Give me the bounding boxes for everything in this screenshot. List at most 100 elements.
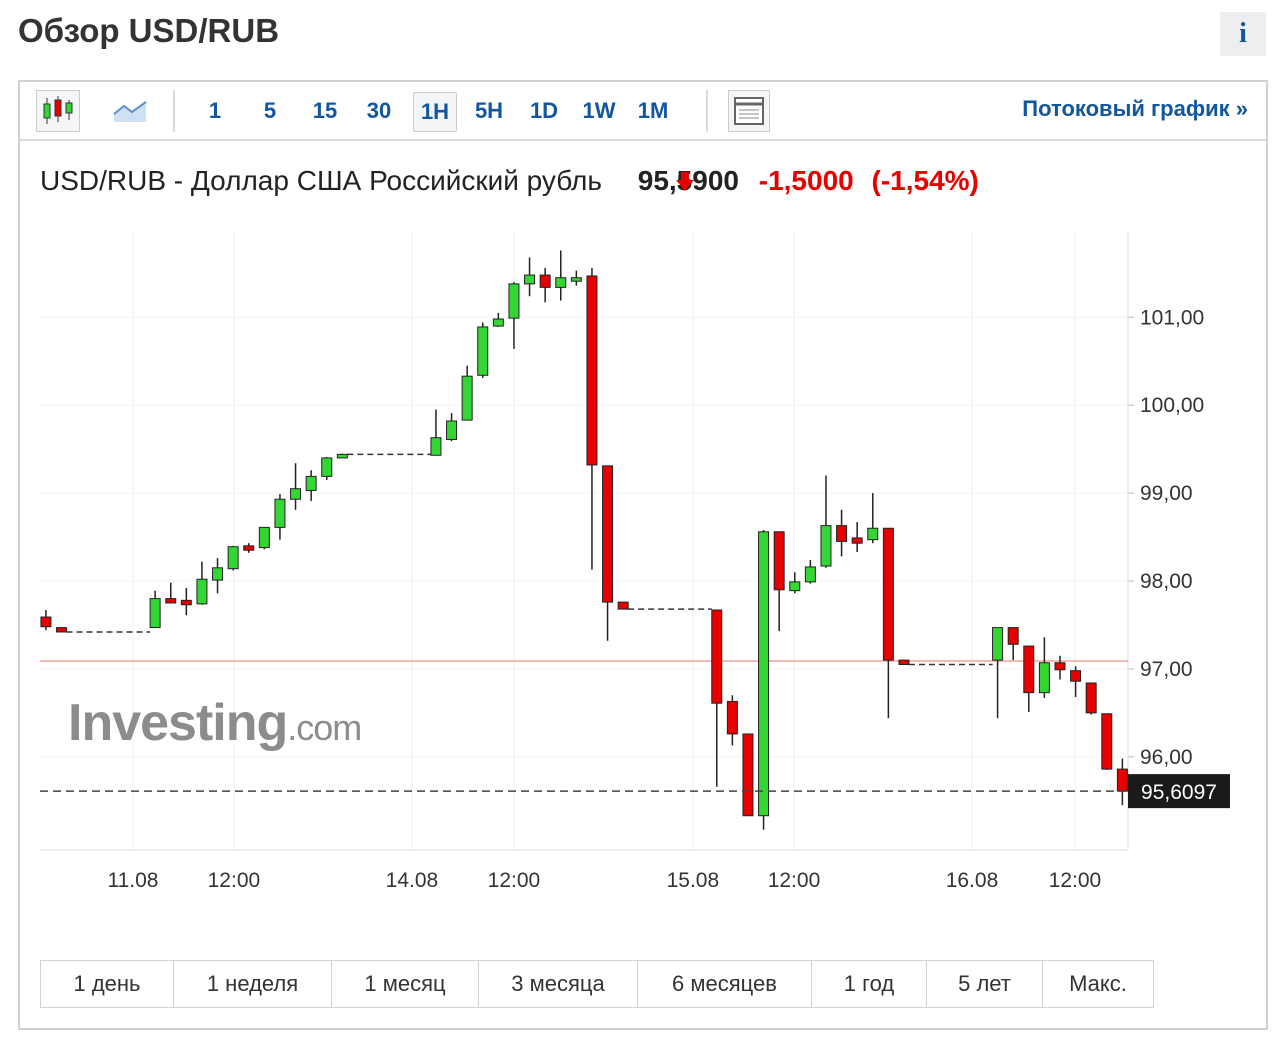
candle-body bbox=[196, 578, 208, 605]
candle-body bbox=[836, 525, 848, 542]
instrument-name: USD/RUB - Доллар США Российский рубль bbox=[40, 165, 602, 196]
candle-body bbox=[789, 581, 801, 592]
candle-body bbox=[867, 527, 879, 541]
instrument-line: USD/RUB - Доллар США Российский рубль 95… bbox=[40, 165, 979, 197]
candle-body bbox=[602, 465, 614, 603]
x-tick-label: 14.08 bbox=[386, 869, 439, 892]
watermark-suffix: .com bbox=[287, 707, 361, 748]
page-title: Обзор USD/RUB bbox=[18, 12, 280, 49]
change: -1,5000 bbox=[758, 165, 854, 196]
y-tick-label: 99,00 bbox=[1140, 482, 1193, 505]
range-button[interactable]: 3 месяца bbox=[479, 961, 638, 1007]
candle-body bbox=[492, 318, 504, 327]
candle-body bbox=[773, 531, 785, 591]
candle-body bbox=[165, 598, 177, 604]
x-tick-label: 12:00 bbox=[1049, 869, 1102, 892]
candle-body bbox=[227, 546, 239, 570]
candle-body bbox=[539, 274, 551, 288]
candle-body bbox=[758, 531, 770, 817]
candle-body bbox=[430, 437, 442, 456]
candle-body bbox=[321, 457, 333, 477]
last-price-label: 95,6097 bbox=[1141, 781, 1217, 804]
candle-body bbox=[804, 566, 816, 583]
interval-button[interactable]: 1D bbox=[529, 98, 559, 123]
interval-button[interactable]: 1 bbox=[208, 98, 222, 123]
candle-body bbox=[508, 283, 520, 319]
y-tick-label: 98,00 bbox=[1140, 570, 1193, 593]
candle-body bbox=[243, 545, 255, 551]
candle-body bbox=[820, 525, 832, 567]
candle-body bbox=[305, 475, 317, 491]
x-tick-label: 16.08 bbox=[946, 869, 999, 892]
interval-button[interactable]: 5H bbox=[474, 98, 504, 123]
last-price-box bbox=[1128, 774, 1230, 809]
candle-body bbox=[524, 274, 536, 285]
candle-body bbox=[1085, 682, 1097, 714]
candle-body bbox=[586, 275, 598, 466]
candle-body bbox=[336, 453, 348, 459]
y-tick-label: 97,00 bbox=[1140, 658, 1193, 681]
x-tick-label: 15.08 bbox=[667, 869, 720, 892]
interval-button[interactable]: 1M bbox=[637, 98, 669, 123]
y-tick-label: 101,00 bbox=[1140, 306, 1204, 329]
candle-body bbox=[1007, 627, 1019, 645]
watermark-brand: Investing bbox=[68, 694, 287, 752]
divider bbox=[706, 90, 708, 132]
candle-body bbox=[1101, 713, 1113, 770]
candle-body bbox=[882, 527, 894, 661]
link-text: Потоковый график bbox=[1022, 96, 1230, 121]
interval-button[interactable]: 30 bbox=[366, 98, 392, 123]
candle-body bbox=[212, 567, 224, 581]
candle-body bbox=[555, 277, 567, 288]
range-button[interactable]: 1 месяц bbox=[332, 961, 479, 1007]
range-button[interactable]: 1 год bbox=[812, 961, 927, 1007]
candle-body bbox=[992, 627, 1004, 661]
candle-body bbox=[1070, 670, 1082, 682]
interval-button[interactable]: 15 bbox=[312, 98, 338, 123]
line-type-button[interactable] bbox=[112, 96, 148, 124]
candle-body bbox=[149, 598, 161, 629]
candle-body bbox=[56, 627, 68, 633]
candle-body bbox=[274, 498, 286, 528]
candle-body bbox=[742, 733, 754, 817]
candle-body bbox=[290, 488, 302, 500]
range-button[interactable]: 1 день bbox=[41, 961, 174, 1007]
candle-body bbox=[180, 599, 192, 606]
range-bar: 1 день 1 неделя 1 месяц 3 месяца 6 месяцев 1 … bbox=[40, 960, 1154, 1008]
interval-button[interactable]: 1H bbox=[413, 92, 457, 132]
info-button[interactable]: i bbox=[1220, 12, 1266, 56]
candle-type-button[interactable] bbox=[36, 90, 80, 132]
y-tick-label: 100,00 bbox=[1140, 394, 1204, 417]
range-button[interactable]: Макс. bbox=[1043, 961, 1153, 1007]
candle-body bbox=[1023, 645, 1035, 694]
layout-button[interactable] bbox=[728, 90, 770, 132]
interval-button[interactable]: 1W bbox=[582, 98, 616, 123]
candle-body bbox=[851, 537, 863, 544]
divider bbox=[173, 90, 175, 132]
watermark: Investing.com bbox=[68, 694, 361, 752]
change-pct: (-1,54%) bbox=[871, 165, 979, 196]
interval-button[interactable]: 5 bbox=[263, 98, 277, 123]
range-button[interactable]: 1 неделя bbox=[174, 961, 332, 1007]
candle-body bbox=[570, 277, 582, 282]
candle-body bbox=[1054, 662, 1066, 671]
x-tick-label: 12:00 bbox=[488, 869, 541, 892]
candle-body bbox=[726, 700, 738, 735]
down-arrow bbox=[676, 172, 694, 191]
x-tick-label: 11.08 bbox=[107, 869, 158, 892]
toolbar: 1 5 15 30 1H 5H 1D 1W 1M Потоковый график » bbox=[20, 82, 1266, 141]
streaming-link[interactable]: Потоковый график » bbox=[1022, 96, 1248, 122]
candle-body bbox=[1038, 662, 1050, 694]
range-button[interactable]: 5 лет bbox=[927, 961, 1043, 1007]
link-arrow: » bbox=[1235, 96, 1248, 121]
candle-body bbox=[40, 616, 52, 628]
candle-body bbox=[711, 609, 723, 704]
candle-body bbox=[898, 659, 910, 666]
candle-body bbox=[258, 526, 270, 549]
x-tick-label: 12:00 bbox=[208, 869, 261, 892]
x-tick-label: 12:00 bbox=[768, 869, 821, 892]
y-tick-label: 96,00 bbox=[1140, 746, 1193, 769]
range-button[interactable]: 6 месяцев bbox=[638, 961, 812, 1007]
